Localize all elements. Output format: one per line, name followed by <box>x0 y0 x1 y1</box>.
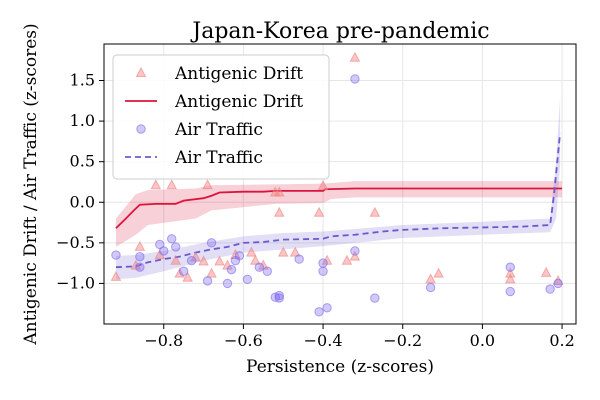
data-point-circle <box>186 255 197 266</box>
y-tick-label: −0.5 <box>56 233 95 252</box>
data-point-triangle <box>273 206 285 217</box>
data-point-triangle <box>198 255 209 266</box>
y-tick-label: 0.5 <box>70 152 95 171</box>
data-point-triangle <box>273 186 285 197</box>
data-point-triangle <box>433 267 444 278</box>
axis-ticks: −0.8 −0.6 −0.4 −0.2 0.0 0.2 −1.0 −0.5 0.0 0.5 1.0 1… <box>56 71 575 350</box>
data-point-circle <box>350 74 360 84</box>
data-point-triangle <box>317 179 329 191</box>
data-point-triangle <box>289 246 301 257</box>
x-tick-label: −0.8 <box>144 331 183 350</box>
x-tick-label: 0.0 <box>470 331 495 350</box>
data-point-circle <box>170 242 181 252</box>
data-point-circle <box>262 266 273 276</box>
data-point-triangle <box>341 254 353 265</box>
x-tick-label: 0.2 <box>549 331 574 350</box>
data-point-circle <box>226 264 237 275</box>
data-point-circle <box>111 250 121 260</box>
data-point-triangle <box>504 273 516 284</box>
data-point-triangle <box>277 246 289 257</box>
legend-label: Air Traffic <box>174 120 263 140</box>
data-point-circle <box>322 303 332 313</box>
x-tick-label: −0.6 <box>224 331 263 350</box>
data-point-triangle <box>206 267 217 278</box>
data-point-circle <box>370 293 380 303</box>
data-point-circle <box>274 293 284 303</box>
data-point-triangle <box>150 179 162 190</box>
data-point-circle <box>553 278 563 289</box>
data-point-triangle <box>170 254 182 265</box>
data-point-circle <box>242 274 253 285</box>
data-point-circle <box>274 290 284 301</box>
legend-marker-circle <box>136 124 146 134</box>
data-point-circle <box>222 278 233 289</box>
y-tick-label: 0.0 <box>70 192 95 211</box>
legend-marker-triangle <box>135 66 147 77</box>
data-point-circle <box>505 286 515 297</box>
data-point-triangle <box>540 266 552 277</box>
legend: Antigenic Drift Antigenic Drift Air Traffi… <box>112 54 330 180</box>
confidence-band <box>115 98 561 280</box>
data-point-circle <box>350 246 360 256</box>
plot-frame <box>103 43 577 325</box>
data-point-circle <box>202 276 213 286</box>
trend-line <box>115 187 563 229</box>
data-point-circle <box>314 307 324 317</box>
trend-lines <box>115 133 563 269</box>
legend-label: Antigenic Drift <box>174 64 303 84</box>
data-point-circle <box>167 234 177 244</box>
data-point-circle <box>135 262 145 272</box>
data-point-triangle <box>166 179 178 190</box>
data-point-circle <box>254 262 265 272</box>
data-point-triangle <box>349 51 361 62</box>
x-axis-label: Persistence (z-scores) <box>246 357 434 377</box>
data-point-circle <box>294 254 304 264</box>
y-tick-label: 1.5 <box>70 71 95 90</box>
data-point-triangle <box>154 248 166 260</box>
data-point-triangle <box>313 206 325 217</box>
data-point-triangle <box>425 273 436 284</box>
data-point-triangle <box>250 254 261 265</box>
legend-label: Air Traffic <box>174 148 263 168</box>
confidence-bands <box>115 98 563 280</box>
data-point-triangle <box>349 250 361 261</box>
data-point-triangle <box>504 267 516 278</box>
data-point-circle <box>505 262 515 272</box>
data-point-triangle <box>202 179 213 190</box>
data-point-circle <box>178 266 189 276</box>
data-point-circle <box>318 266 328 276</box>
chart-title: Japan-Korea pre-pandemic <box>190 19 489 44</box>
y-tick-label: 1.0 <box>70 111 95 130</box>
x-tick-label: −0.4 <box>304 331 343 350</box>
data-point-circle <box>545 284 555 294</box>
y-tick-label: −1.0 <box>56 273 95 292</box>
confidence-band <box>115 181 563 247</box>
data-point-triangle <box>214 255 225 266</box>
scatter-points <box>110 51 564 317</box>
data-point-circle <box>206 238 217 248</box>
data-point-circle <box>425 282 436 293</box>
data-point-circle <box>234 251 245 261</box>
y-axis-label: Antigenic Drift / Air Traffic (z-scores) <box>21 23 41 345</box>
data-point-circle <box>159 246 169 256</box>
data-point-circle <box>318 258 328 268</box>
data-point-triangle <box>246 246 257 257</box>
x-tick-label: −0.2 <box>383 331 422 350</box>
data-point-triangle <box>110 270 122 281</box>
data-point-triangle <box>134 240 146 251</box>
legend-label: Antigenic Drift <box>174 92 303 112</box>
data-point-circle <box>135 251 145 262</box>
legend-box <box>112 54 330 180</box>
data-point-triangle <box>182 271 193 282</box>
data-point-triangle <box>369 206 381 217</box>
trend-line <box>115 133 561 269</box>
